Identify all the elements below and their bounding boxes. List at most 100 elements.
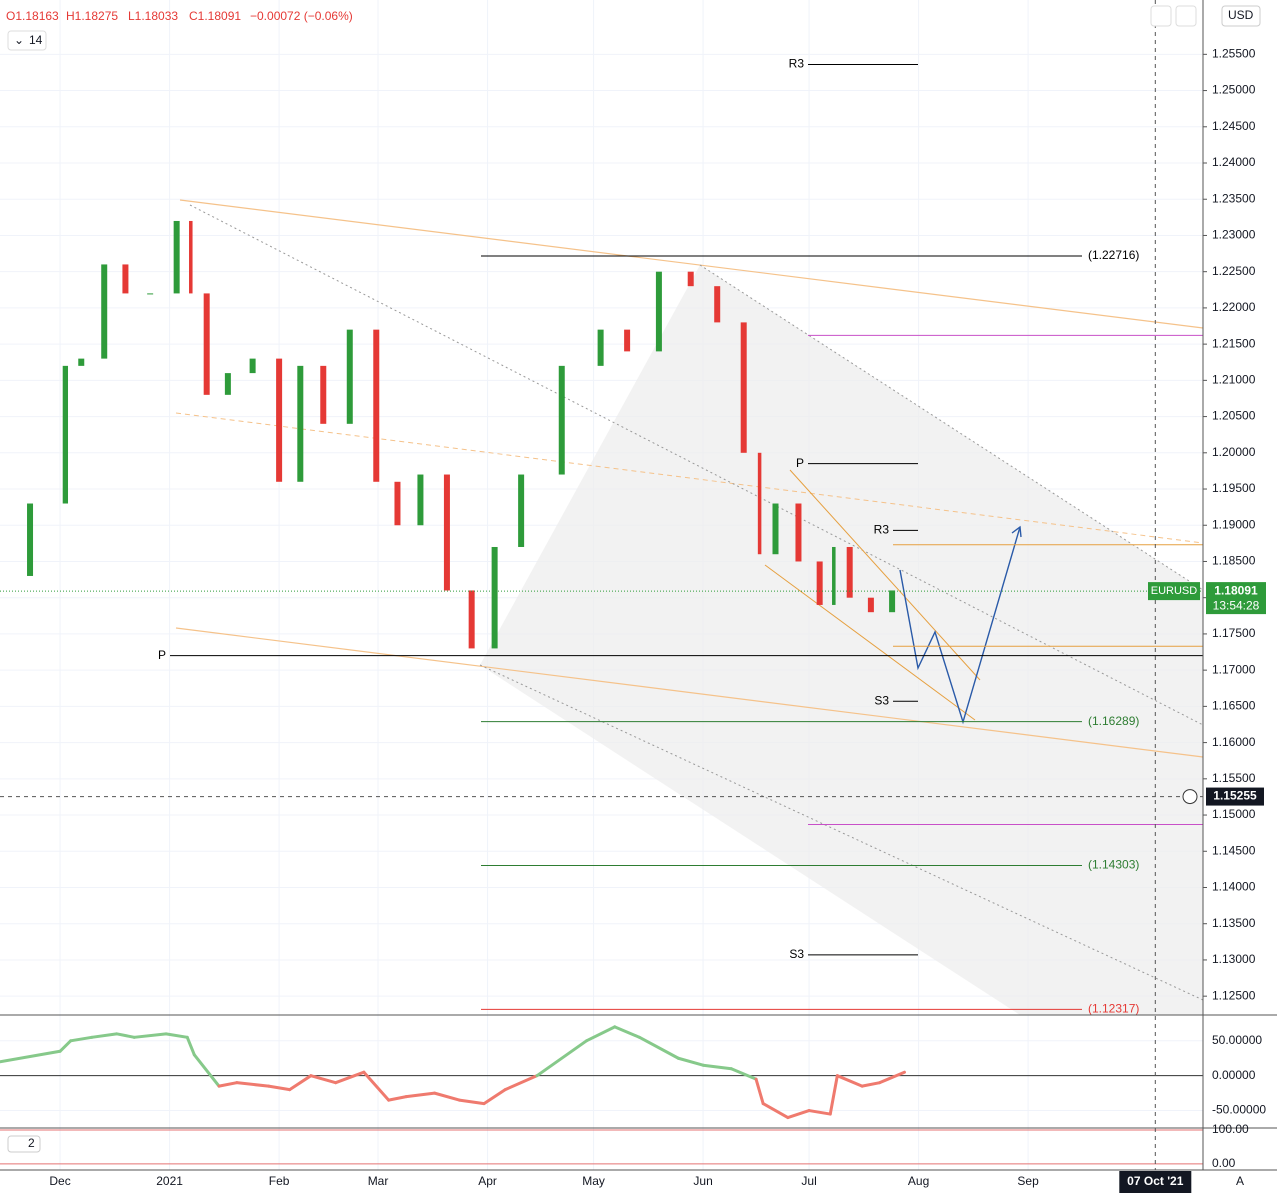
currency-label: USD [1228,8,1254,22]
candle-body [224,373,231,395]
candle-body [78,358,85,366]
candle-body [249,358,256,374]
x-tick-label: Dec [49,1174,70,1188]
indicator-toggle[interactable] [7,1135,41,1153]
period-button[interactable] [7,30,47,51]
indicator-segment [235,1081,271,1088]
auto-scale[interactable]: A [1236,1174,1244,1188]
candle-body [189,220,193,294]
y-tick-label: 1.17500 [1212,626,1256,640]
indicator-segment [535,1039,588,1078]
price-tag [1206,582,1266,615]
indicator-segment [387,1095,408,1102]
level-label: (1.14303) [1088,858,1139,872]
fullscreen-button[interactable] [1175,5,1197,27]
candle-body [173,220,180,294]
projection-path [899,526,1021,725]
candle-body [394,481,401,526]
indicator-segment [761,1102,790,1120]
channel-fill [480,265,1203,1015]
candle-body [468,590,475,649]
indicator-segment [164,1032,189,1039]
candle-body [443,474,450,591]
y-tick-label: 1.22000 [1212,300,1256,314]
scroll-button[interactable] [1150,5,1172,27]
candle-body [122,264,129,294]
indicator-segment [0,1049,62,1064]
symbol-tag [1148,582,1200,601]
level-label: (1.22716) [1088,248,1139,262]
candle-body [346,329,353,424]
y-tick-label: 1.16500 [1212,699,1256,713]
plot: R3 (1.22716) P R3 P S3 (1.16289) (1.14303) S3 (1.… [0,0,1203,1170]
x-tick-label: Aug [908,1174,929,1188]
y-tick-label: 1.21000 [1212,373,1256,387]
candle-body [373,329,380,482]
candle-body [597,329,604,366]
y-tick-label: 1.25000 [1212,83,1256,97]
candle-body [518,474,525,547]
x-tick-label: Feb [269,1174,290,1188]
candle-body [714,286,721,323]
y-tick-label: 1.21500 [1212,336,1256,350]
indicator-segment [637,1035,680,1060]
y-tick-label: 1.13000 [1212,952,1256,966]
level-label: (1.12317) [1088,1002,1139,1016]
y-tick-label: 1.24000 [1212,155,1256,169]
period-label: 14 [29,33,43,47]
y-tick-label: 1.22500 [1212,264,1256,278]
level-label: (1.16289) [1088,714,1139,728]
indicator-segment [58,1039,73,1053]
level-label: S3 [789,947,804,961]
crosshair-price-text: 1.15255 [1213,789,1257,803]
indicator-segment [860,1081,882,1088]
crosshair-plus [1182,789,1198,805]
y-tick-label: 1.19500 [1212,481,1256,495]
y-tick-label: 1.12500 [1212,988,1256,1002]
level-label: P [796,456,804,470]
candle-body [832,546,836,605]
candle-body [687,271,694,287]
indicator-segment [828,1074,839,1116]
x-tick-label: May [582,1174,605,1188]
crosshair-price-tag [1206,787,1264,806]
candle-body [757,452,762,555]
indicator-segment [115,1032,136,1039]
price-tag-text: 1.18091 [1214,583,1258,597]
wedge-line [789,469,981,681]
y-tick-label: 1.20000 [1212,445,1256,459]
candle-body [147,293,154,295]
y-tick-label: -50.00000 [1212,1103,1266,1117]
trend-line [175,627,1204,758]
currency-button[interactable] [1221,5,1261,27]
ohlc-low: L1.18033 [128,9,178,23]
ohlc-high: H1.18275 [66,9,118,23]
indicator-segment [433,1091,461,1102]
indicator-segment [835,1074,864,1088]
indicator-segment [404,1091,437,1099]
indicator-segment [613,1025,641,1039]
indicator-segment [807,1109,832,1116]
indicator2-count: 2 [28,1136,35,1150]
y-tick-label: 100.00 [1212,1122,1249,1136]
candle-body [101,264,108,359]
indicator-segment [309,1074,338,1085]
indicator-segment [288,1074,313,1092]
candle-body [655,271,662,352]
y-tick-label: 1.14500 [1212,843,1256,857]
indicator-segment [584,1025,617,1043]
indicator-segment [185,1035,196,1057]
y-tick-label: 1.14000 [1212,880,1256,894]
candle-body [276,358,283,482]
indicator-segment [192,1053,221,1088]
header: O1.18163 H1.18275 L1.18033 C1.18091 −0.0… [6,5,1261,1188]
trend-line [179,199,1204,329]
candle-body [740,322,747,453]
y-tick-label: 50.00000 [1212,1033,1262,1047]
candle-body [772,503,779,555]
x-tick-label: Jun [693,1174,712,1188]
y-tick-label: 1.16000 [1212,735,1256,749]
candle-body [846,546,853,598]
indicator-segment [69,1035,94,1043]
